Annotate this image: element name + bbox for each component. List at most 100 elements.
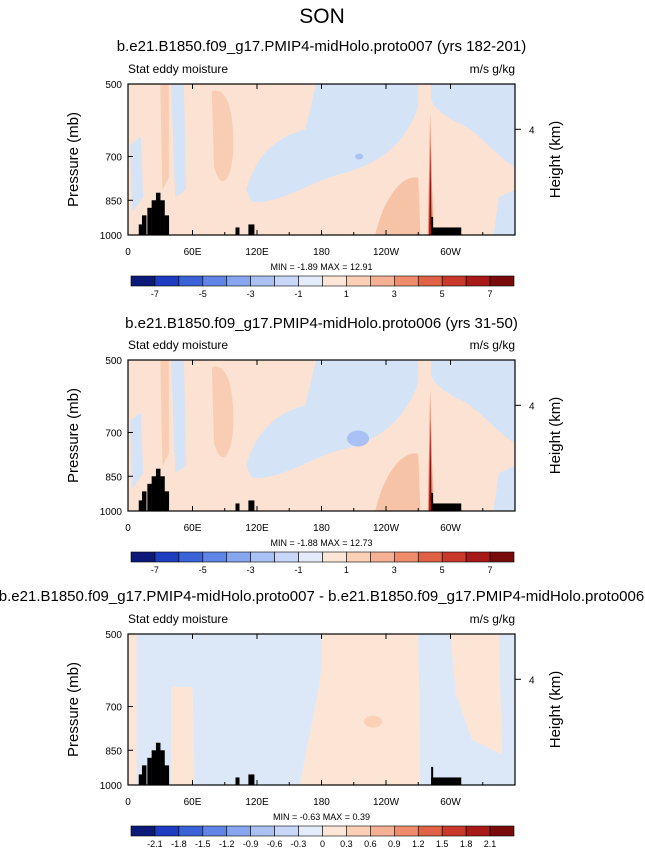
panel-2: b.e21.B1850.f09_g17.PMIP4-midHolo.proto0… bbox=[65, 315, 564, 575]
blue-region-africa bbox=[171, 360, 187, 474]
colorbar-swatch bbox=[489, 825, 515, 837]
x-tick-label: 120W bbox=[373, 797, 400, 808]
x-tick-label: 180 bbox=[313, 797, 330, 808]
land-block bbox=[164, 215, 170, 235]
land-block bbox=[248, 224, 255, 235]
y-tick-label: 700 bbox=[105, 428, 122, 439]
colorbar-swatch bbox=[298, 551, 323, 563]
land-block bbox=[151, 200, 157, 235]
land-block bbox=[147, 207, 152, 235]
contour-field bbox=[128, 84, 515, 235]
warm-region-east-pacific bbox=[375, 453, 421, 511]
colorbar-label: -7 bbox=[151, 565, 159, 575]
x-tick-label: 0 bbox=[125, 797, 131, 808]
colorbar-swatch bbox=[130, 551, 156, 563]
land-block bbox=[138, 224, 144, 235]
x-tick-label: 0 bbox=[125, 247, 131, 258]
land-block bbox=[235, 227, 240, 235]
land-block bbox=[431, 492, 434, 511]
warm-blob-indian bbox=[211, 90, 234, 182]
colorbar-label: -5 bbox=[199, 289, 207, 299]
blue-region-pacific bbox=[246, 360, 419, 479]
x-tick-label: 180 bbox=[313, 247, 330, 258]
contour-field bbox=[128, 634, 515, 785]
y-axis-label: Pressure (mb) bbox=[65, 112, 82, 207]
land-block bbox=[235, 777, 240, 785]
y-tick-label: 850 bbox=[105, 196, 122, 207]
units-label: m/s g/kg bbox=[470, 338, 515, 352]
colorbar-label: 0.9 bbox=[388, 839, 401, 849]
colorbar-swatch bbox=[130, 275, 156, 287]
land-block bbox=[160, 476, 165, 511]
colorbar-label: -0.6 bbox=[267, 839, 283, 849]
colorbar-label: -5 bbox=[199, 565, 207, 575]
colorbar-label: 0.3 bbox=[340, 839, 353, 849]
variable-label: Stat eddy moisture bbox=[128, 62, 228, 76]
colorbar-swatch bbox=[274, 275, 299, 287]
colorbar-label: -0.3 bbox=[291, 839, 307, 849]
colorbar: -7 -5 -3 -1 1 3 5 7 bbox=[130, 275, 515, 299]
colorbar-swatch bbox=[154, 275, 180, 287]
colorbar-swatch bbox=[202, 551, 228, 563]
colorbar-swatch bbox=[489, 551, 515, 563]
land-block bbox=[138, 500, 144, 511]
colorbar-label: -0.9 bbox=[243, 839, 259, 849]
colorbar-swatch bbox=[322, 551, 347, 563]
colorbar-label: 1 bbox=[344, 565, 349, 575]
y-right-axis-label: Height (km) bbox=[547, 671, 564, 749]
colorbar-swatch bbox=[226, 551, 251, 563]
y-tick-label: 500 bbox=[105, 356, 122, 367]
y-tick-label: 850 bbox=[105, 472, 122, 483]
land-block bbox=[164, 491, 170, 511]
colorbar-swatch bbox=[441, 825, 467, 837]
x-tick-label: 60E bbox=[184, 247, 202, 258]
colorbar-swatch bbox=[178, 551, 204, 563]
colorbar-swatch bbox=[394, 825, 419, 837]
colorbar-swatch bbox=[346, 551, 371, 563]
land-block bbox=[431, 216, 434, 235]
colorbar-label: 7 bbox=[488, 289, 493, 299]
panel-title: b.e21.B1850.f09_g17.PMIP4-midHolo.proto0… bbox=[0, 588, 644, 605]
colorbar-swatch bbox=[322, 825, 347, 837]
main-title: SON bbox=[299, 5, 345, 28]
colorbar-swatch bbox=[370, 825, 395, 837]
colorbar-label: -3 bbox=[247, 565, 255, 575]
blue-region-west bbox=[130, 412, 144, 489]
y-right-axis-label: Height (km) bbox=[547, 121, 564, 199]
warm-region-east-pacific bbox=[375, 177, 421, 235]
colorbar-label: -7 bbox=[151, 289, 159, 299]
x-tick-label: 120W bbox=[373, 247, 400, 258]
blue-region-west bbox=[130, 136, 144, 213]
colorbar-swatch bbox=[154, 825, 180, 837]
colorbar-label: 2.1 bbox=[484, 839, 497, 849]
land-mask bbox=[138, 742, 462, 785]
y-tick-label: 850 bbox=[105, 746, 122, 757]
x-tick-label: 60E bbox=[184, 797, 202, 808]
land-block bbox=[160, 200, 165, 235]
colorbar-label: 5 bbox=[440, 565, 445, 575]
units-label: m/s g/kg bbox=[470, 62, 515, 76]
colorbar-swatch bbox=[394, 275, 419, 287]
contour-field bbox=[128, 360, 515, 511]
y-tick-label: 700 bbox=[105, 702, 122, 713]
colorbar-swatch bbox=[298, 275, 323, 287]
y-tick-label: 1000 bbox=[100, 781, 123, 792]
land-block bbox=[431, 777, 462, 785]
colorbar-swatch bbox=[226, 275, 251, 287]
colorbar-swatch bbox=[441, 275, 467, 287]
colorbar-swatch bbox=[178, 275, 204, 287]
colorbar-label: 3 bbox=[392, 565, 397, 575]
min-max-label: MIN = -0.63 MAX = 0.39 bbox=[273, 812, 370, 822]
colorbar-swatch bbox=[202, 275, 228, 287]
x-tick-label: 120W bbox=[373, 523, 400, 534]
land-block bbox=[431, 766, 434, 785]
warm-strip-edge bbox=[128, 634, 137, 785]
land-block bbox=[138, 774, 144, 785]
colorbar-swatch bbox=[441, 551, 467, 563]
panel-1: b.e21.B1850.f09_g17.PMIP4-midHolo.proto0… bbox=[65, 38, 564, 299]
x-tick-label: 120E bbox=[245, 247, 269, 258]
y-axis-label: Pressure (mb) bbox=[65, 662, 82, 757]
andes-plume-max bbox=[430, 445, 431, 501]
colorbar-swatch bbox=[394, 551, 419, 563]
